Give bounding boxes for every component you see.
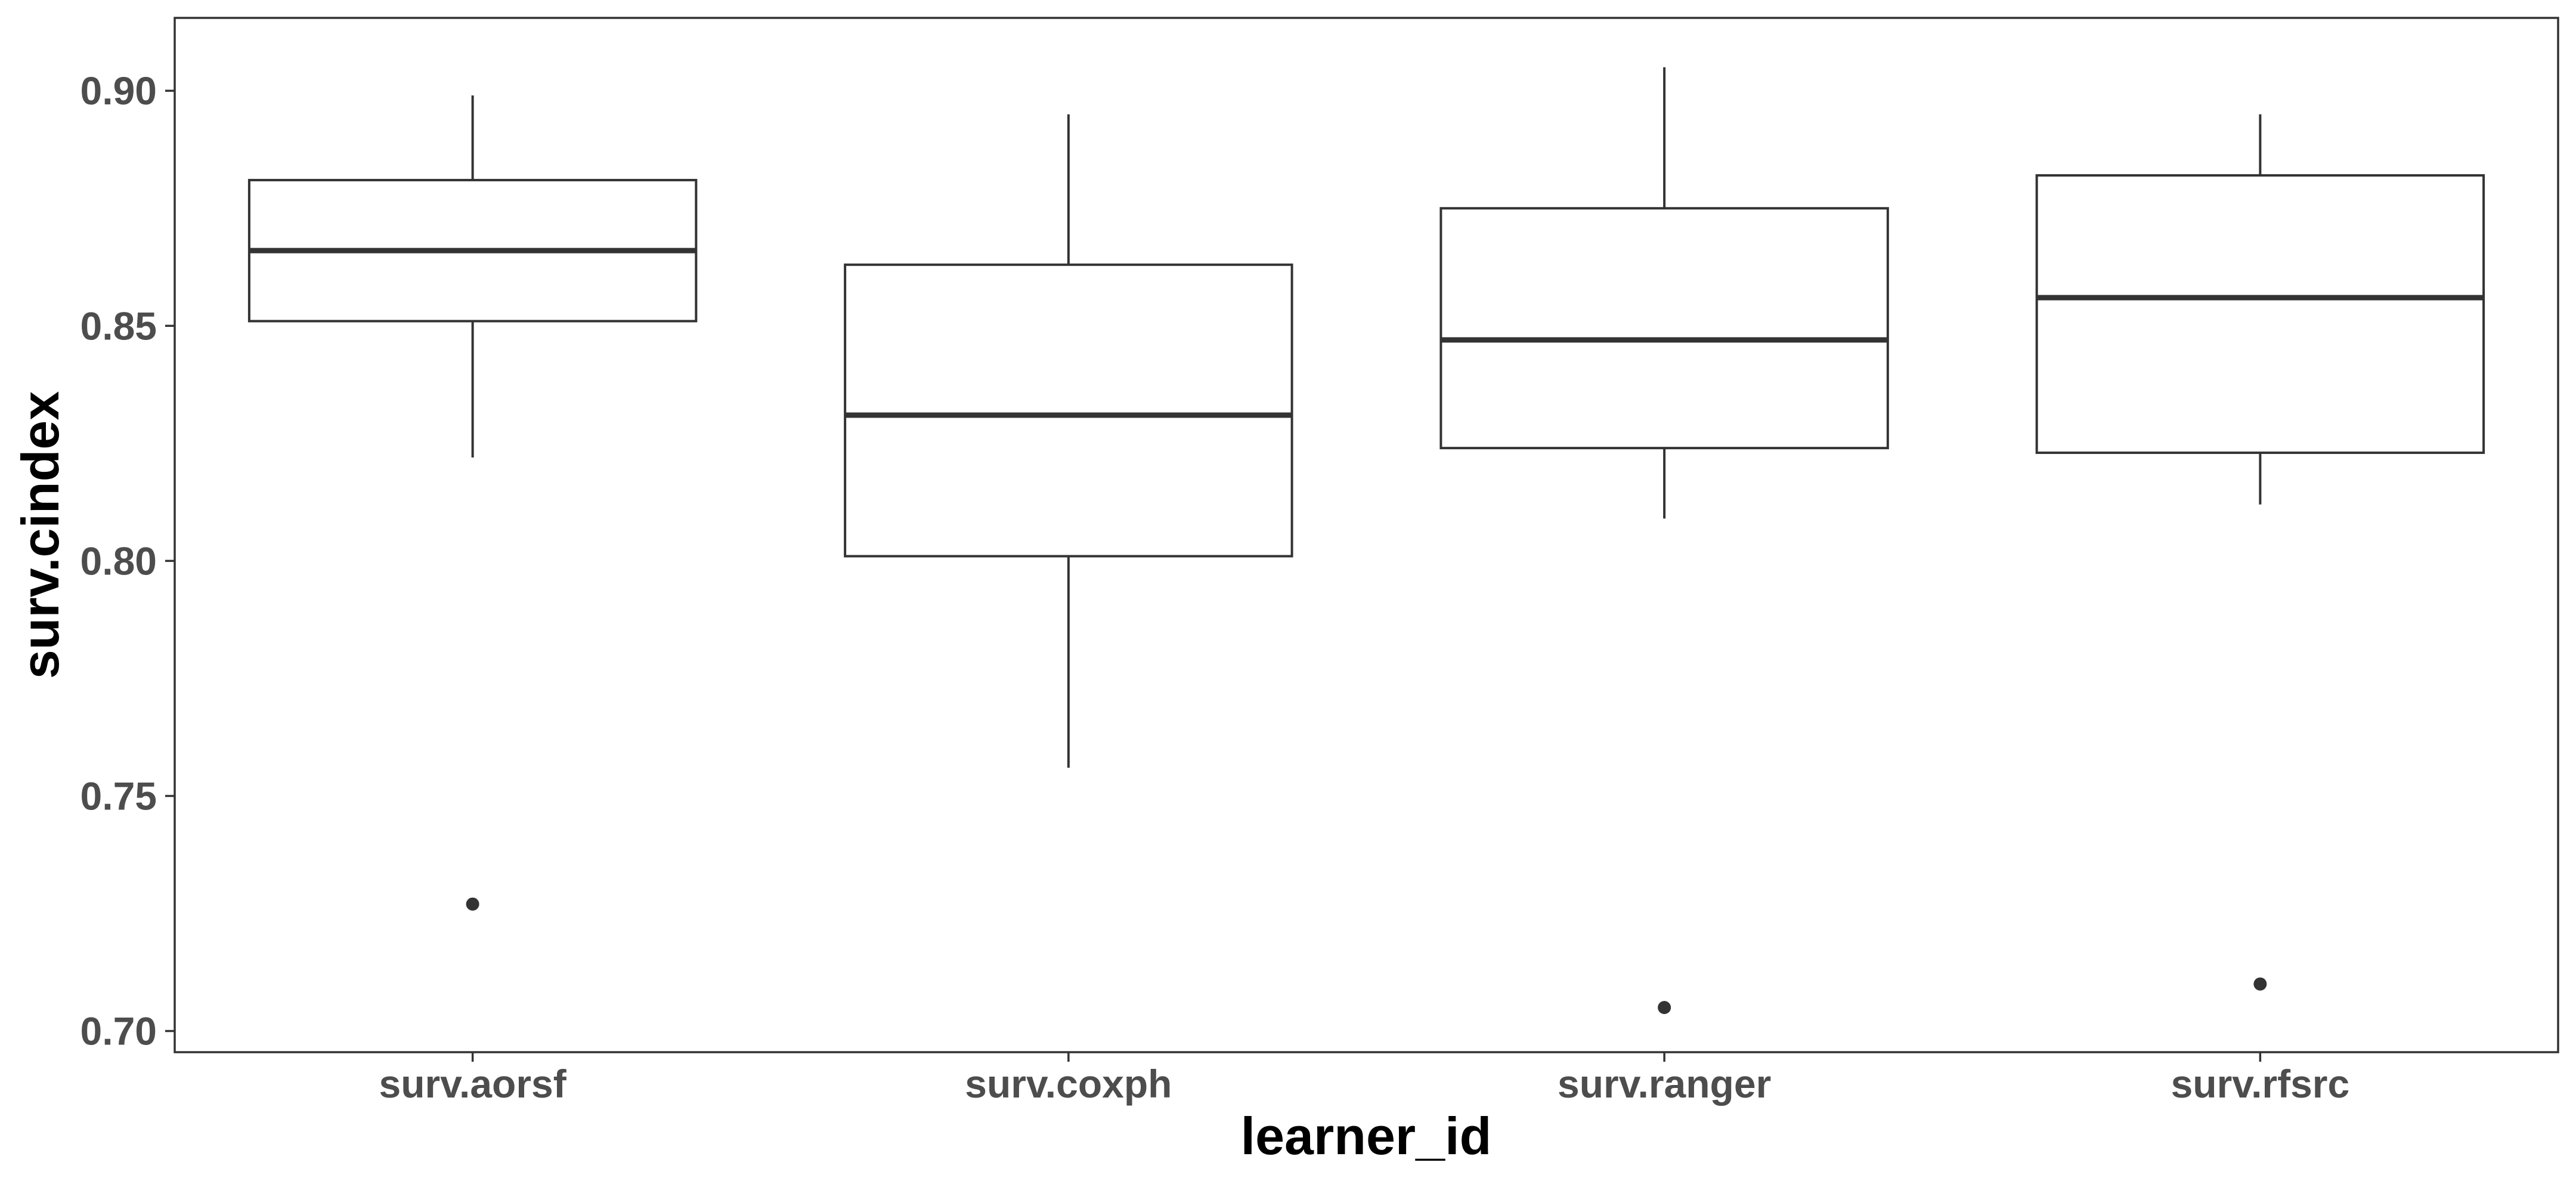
box-iqr	[1439, 207, 1889, 450]
box-iqr	[2035, 174, 2485, 455]
outlier-point	[1658, 1001, 1671, 1015]
box-group-surv-coxph	[844, 114, 1293, 768]
plot-marks	[247, 67, 2485, 1015]
y-tick-label: 0.80	[80, 539, 157, 583]
y-tick-label: 0.90	[80, 69, 157, 113]
box-iqr	[844, 263, 1293, 558]
outlier-point	[466, 897, 479, 911]
box-group-surv-ranger	[1439, 67, 1889, 1015]
y-tick-label: 0.70	[80, 1009, 157, 1053]
y-tick-label: 0.75	[80, 774, 157, 818]
x-axis-title: learner_id	[1241, 1106, 1492, 1166]
x-tick-label: surv.ranger	[1558, 1062, 1771, 1106]
plot-panel-border	[174, 17, 2559, 1053]
axes-group: 0.70 0.75 0.80 0.85 0.90 surv.aorsf surv.coxph…	[80, 69, 2350, 1106]
box-group-surv-aorsf	[247, 95, 698, 911]
x-tick-label: surv.coxph	[965, 1062, 1172, 1106]
y-tick-label: 0.85	[80, 304, 157, 348]
box-group-surv-rfsrc	[2035, 114, 2485, 991]
outlier-point	[2253, 977, 2267, 991]
x-tick-label: surv.rfsrc	[2171, 1062, 2350, 1106]
y-axis-title: surv.cindex	[11, 391, 70, 679]
x-tick-label: surv.aorsf	[379, 1062, 567, 1106]
